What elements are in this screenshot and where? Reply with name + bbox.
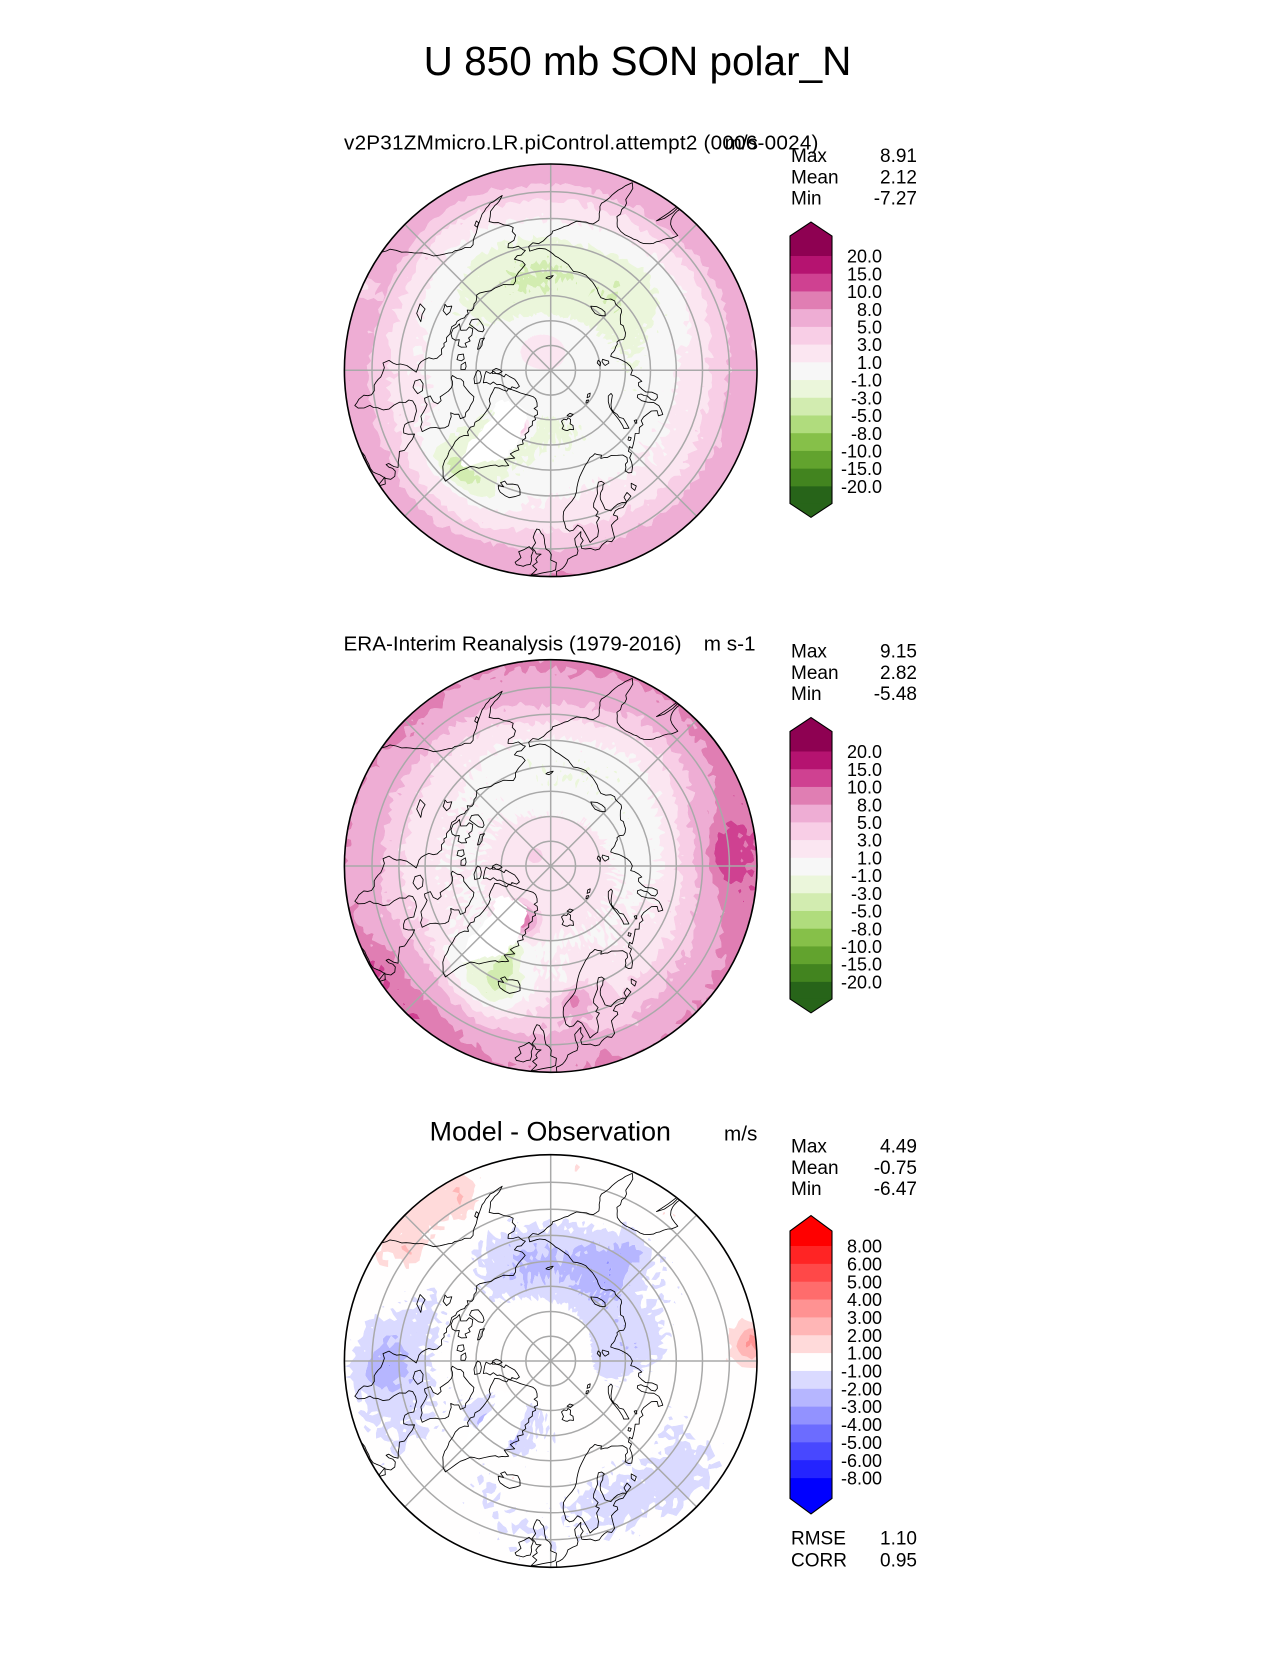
svg-text:6.00: 6.00	[847, 1254, 882, 1274]
svg-text:-1.0: -1.0	[851, 866, 882, 886]
svg-text:-5.48: -5.48	[874, 684, 917, 705]
svg-text:3.00: 3.00	[847, 1308, 882, 1328]
svg-text:-5.00: -5.00	[841, 1433, 882, 1453]
svg-text:-15.0: -15.0	[841, 955, 882, 975]
svg-text:Min: Min	[791, 684, 822, 705]
svg-text:Max: Max	[791, 641, 827, 662]
svg-text:-2.00: -2.00	[841, 1379, 882, 1399]
svg-text:8.0: 8.0	[857, 795, 882, 815]
svg-text:5.00: 5.00	[847, 1272, 882, 1292]
svg-text:1.10: 1.10	[880, 1529, 917, 1550]
svg-text:RMSE: RMSE	[791, 1529, 846, 1550]
svg-text:m s-1: m s-1	[704, 633, 756, 656]
svg-text:-3.0: -3.0	[851, 884, 882, 904]
svg-text:2.00: 2.00	[847, 1326, 882, 1346]
svg-text:2.12: 2.12	[880, 168, 917, 189]
svg-text:-10.0: -10.0	[841, 442, 882, 462]
svg-text:CORR: CORR	[791, 1551, 847, 1572]
svg-text:-20.0: -20.0	[841, 973, 882, 993]
svg-text:m/s: m/s	[724, 1122, 757, 1145]
svg-text:5.0: 5.0	[857, 813, 882, 833]
svg-text:-0.75: -0.75	[874, 1158, 917, 1179]
svg-text:4.49: 4.49	[880, 1136, 917, 1157]
svg-text:Mean: Mean	[791, 1158, 839, 1179]
svg-text:-6.47: -6.47	[874, 1179, 917, 1200]
svg-text:10.0: 10.0	[847, 282, 882, 302]
svg-text:2.82: 2.82	[880, 663, 917, 684]
svg-text:Model - Observation: Model - Observation	[430, 1116, 671, 1146]
svg-text:-3.0: -3.0	[851, 388, 882, 408]
svg-text:15.0: 15.0	[847, 264, 882, 284]
svg-text:15.0: 15.0	[847, 760, 882, 780]
svg-text:9.15: 9.15	[880, 641, 917, 662]
svg-text:8.91: 8.91	[880, 146, 917, 167]
svg-text:-8.0: -8.0	[851, 424, 882, 444]
svg-text:8.0: 8.0	[857, 300, 882, 320]
svg-text:5.0: 5.0	[857, 318, 882, 338]
svg-text:Max: Max	[791, 1136, 827, 1157]
svg-text:Min: Min	[791, 189, 822, 210]
svg-text:-20.0: -20.0	[841, 477, 882, 497]
svg-text:4.00: 4.00	[847, 1290, 882, 1310]
svg-text:Mean: Mean	[791, 168, 839, 189]
svg-text:1.0: 1.0	[857, 353, 882, 373]
svg-text:U 850 mb SON polar_N: U 850 mb SON polar_N	[424, 38, 852, 84]
svg-text:v2P31ZMmicro.LR.piControl.atte: v2P31ZMmicro.LR.piControl.attempt2 (0006…	[344, 132, 819, 155]
svg-text:1.0: 1.0	[857, 848, 882, 868]
svg-text:-5.0: -5.0	[851, 902, 882, 922]
svg-text:-7.27: -7.27	[874, 189, 917, 210]
svg-text:-3.00: -3.00	[841, 1397, 882, 1417]
svg-text:3.0: 3.0	[857, 335, 882, 355]
svg-text:20.0: 20.0	[847, 247, 882, 267]
svg-text:-15.0: -15.0	[841, 459, 882, 479]
svg-text:-6.00: -6.00	[841, 1451, 882, 1471]
svg-text:Mean: Mean	[791, 663, 839, 684]
svg-text:ERA-Interim Reanalysis (1979-2: ERA-Interim Reanalysis (1979-2016)	[344, 633, 682, 656]
svg-text:Min: Min	[791, 1179, 822, 1200]
svg-text:-4.00: -4.00	[841, 1415, 882, 1435]
svg-text:20.0: 20.0	[847, 742, 882, 762]
svg-text:0.95: 0.95	[880, 1551, 917, 1572]
svg-text:m/s: m/s	[725, 132, 758, 155]
svg-text:-8.00: -8.00	[841, 1469, 882, 1489]
svg-text:-8.0: -8.0	[851, 919, 882, 939]
svg-text:10.0: 10.0	[847, 778, 882, 798]
svg-text:-5.0: -5.0	[851, 406, 882, 426]
svg-text:3.0: 3.0	[857, 831, 882, 851]
svg-text:8.00: 8.00	[847, 1237, 882, 1257]
svg-text:1.00: 1.00	[847, 1344, 882, 1364]
svg-text:-10.0: -10.0	[841, 937, 882, 957]
svg-text:-1.00: -1.00	[841, 1362, 882, 1382]
svg-text:-1.0: -1.0	[851, 371, 882, 391]
svg-text:Max: Max	[791, 146, 827, 167]
